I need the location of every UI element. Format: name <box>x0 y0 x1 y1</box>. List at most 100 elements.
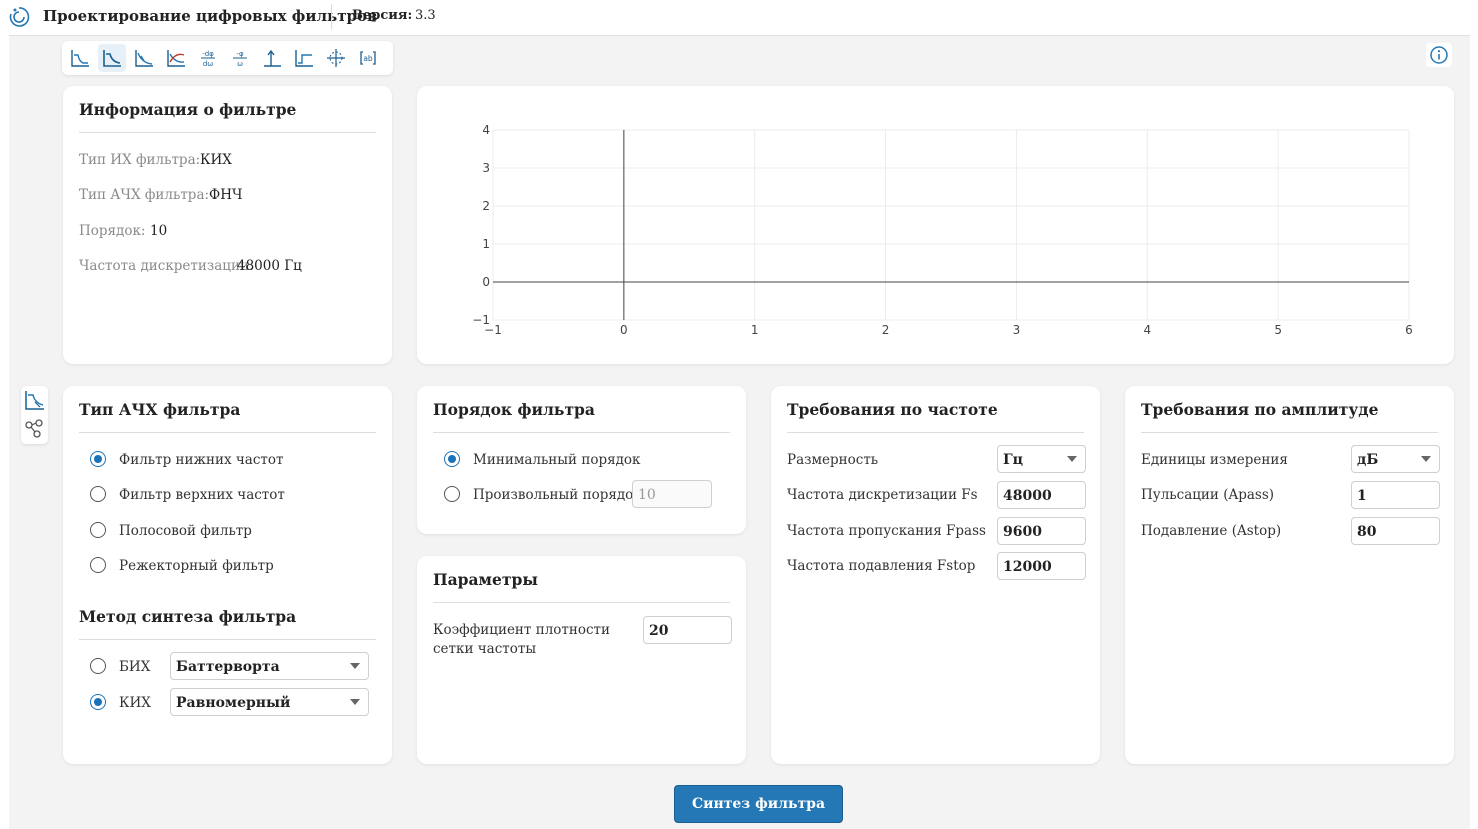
iir-radio[interactable] <box>90 658 106 674</box>
magnitude-db-icon[interactable] <box>98 44 126 72</box>
y-tick-label: 4 <box>482 123 490 137</box>
order-title: Порядок фильтра <box>433 400 595 419</box>
freq-unit-select[interactable]: Гц <box>997 445 1086 473</box>
fpass-input[interactable]: 9600 <box>997 517 1086 545</box>
fstop-label: Частота подавления Fstop <box>787 558 976 574</box>
bandstop-label: Режекторный фильтр <box>119 558 274 574</box>
svg-text:ab: ab <box>363 54 373 63</box>
impulse-response-icon[interactable] <box>258 44 286 72</box>
custom-order-label: Произвольный порядок <box>473 487 642 503</box>
plot-toolbar: -dφ dω -φ ω ab <box>62 41 393 75</box>
density-input[interactable]: 20 <box>643 616 732 644</box>
response-type-title: Тип АЧХ фильтра <box>79 400 241 419</box>
amp-unit-label: Единицы измерения <box>1141 452 1288 468</box>
ir-type-label: Тип ИХ фильтра: <box>79 152 201 168</box>
phase-delay-icon[interactable]: -φ ω <box>226 44 254 72</box>
divider <box>787 432 1084 433</box>
divider <box>433 432 730 433</box>
divider <box>1141 432 1438 433</box>
fs-label: Частота дискретизации Fs <box>787 487 978 503</box>
divider <box>79 639 376 640</box>
plot-panel: −1 0 1 2 3 4 5 6 4 3 2 1 0 −1 <box>417 86 1454 364</box>
fir-method-select[interactable]: Равномерный <box>170 688 369 716</box>
top-bar: Проектирование цифровых фильтров Версия:… <box>0 0 1478 34</box>
svg-text:-dφ: -dφ <box>202 50 214 58</box>
sample-rate-label: Частота дискретизации: <box>79 258 254 274</box>
y-tick-label: −1 <box>472 313 490 327</box>
step-response-icon[interactable] <box>290 44 318 72</box>
response-plot[interactable]: −1 0 1 2 3 4 5 6 4 3 2 1 0 −1 <box>417 86 1454 364</box>
lowpass-radio[interactable] <box>90 451 106 467</box>
svg-text:ω: ω <box>237 60 243 68</box>
mag-phase-icon[interactable] <box>162 44 190 72</box>
bandstop-radio[interactable] <box>90 557 106 573</box>
fir-radio[interactable] <box>90 694 106 710</box>
group-delay-icon[interactable]: -dφ dω <box>194 44 222 72</box>
divider <box>79 432 376 433</box>
svg-text:-φ: -φ <box>236 50 244 58</box>
fir-label: КИХ <box>119 695 151 711</box>
response-view-icon[interactable] <box>23 388 46 412</box>
x-tick-label: 3 <box>1013 323 1021 337</box>
bandpass-radio[interactable] <box>90 522 106 538</box>
x-tick-label: 2 <box>882 323 890 337</box>
fs-input[interactable]: 48000 <box>997 481 1086 509</box>
amp-unit-select[interactable]: дБ <box>1351 445 1440 473</box>
x-tick-label: 1 <box>751 323 759 337</box>
version-value: 3.3 <box>415 8 436 23</box>
y-tick-label: 2 <box>482 199 490 213</box>
ir-type-value: КИХ <box>200 152 232 168</box>
fstop-input[interactable]: 12000 <box>997 552 1086 580</box>
header-divider <box>331 4 332 30</box>
structure-view-icon[interactable] <box>23 417 46 441</box>
filter-info-panel: Информация о фильтре Тип ИХ фильтра: КИХ… <box>63 86 392 364</box>
astop-label: Подавление (Astop) <box>1141 523 1282 539</box>
filter-info-title: Информация о фильтре <box>79 100 297 119</box>
side-view-switcher <box>21 386 48 444</box>
x-tick-label: 6 <box>1405 323 1413 337</box>
y-tick-label: 0 <box>482 275 490 289</box>
min-order-label: Минимальный порядок <box>473 452 641 468</box>
apass-input[interactable]: 1 <box>1351 481 1440 509</box>
order-panel: Порядок фильтра Минимальный порядок Прои… <box>417 386 746 534</box>
pole-zero-icon[interactable] <box>322 44 350 72</box>
highpass-radio[interactable] <box>90 486 106 502</box>
custom-order-input[interactable]: 10 <box>632 480 712 508</box>
y-tick-label: 3 <box>482 161 490 175</box>
bandpass-label: Полосовой фильтр <box>119 523 252 539</box>
app-logo-icon <box>9 7 30 27</box>
synthesis-title: Метод синтеза фильтра <box>79 607 297 626</box>
fpass-label: Частота пропускания Fpass <box>787 523 986 539</box>
freq-title: Требования по частоте <box>787 400 998 419</box>
min-order-radio[interactable] <box>444 451 460 467</box>
iir-method-select[interactable]: Баттерворта <box>170 652 369 680</box>
response-type-value: ФНЧ <box>209 187 243 203</box>
version-label: Версия: <box>352 8 413 23</box>
custom-order-radio[interactable] <box>444 486 460 502</box>
x-tick-label: 5 <box>1274 323 1282 337</box>
info-button[interactable] <box>1426 43 1452 67</box>
coefficients-icon[interactable]: ab <box>354 44 382 72</box>
x-tick-label: 4 <box>1143 323 1151 337</box>
order-value: 10 <box>150 223 168 239</box>
amp-panel: Требования по амплитуде Единицы измерени… <box>1125 386 1454 764</box>
magnitude-response-icon[interactable] <box>66 44 94 72</box>
density-label-line1: Коэффициент плотности <box>433 622 611 638</box>
freq-panel: Требования по частоте Размерность Гц Час… <box>771 386 1100 764</box>
synthesize-button[interactable]: Синтез фильтра <box>674 785 843 823</box>
attenuation-icon[interactable] <box>130 44 158 72</box>
divider <box>433 602 730 603</box>
apass-label: Пульсации (Apass) <box>1141 487 1275 503</box>
response-type-panel: Тип АЧХ фильтра Фильтр нижних частот Фил… <box>63 386 392 764</box>
y-tick-label: 1 <box>482 237 490 251</box>
iir-label: БИХ <box>119 659 151 675</box>
response-type-label: Тип АЧХ фильтра: <box>79 187 210 203</box>
amp-title: Требования по амплитуде <box>1141 400 1379 419</box>
x-tick-label: 0 <box>620 323 628 337</box>
params-panel: Параметры Коэффициент плотности сетки ча… <box>417 556 746 764</box>
lowpass-label: Фильтр нижних частот <box>119 452 284 468</box>
astop-input[interactable]: 80 <box>1351 517 1440 545</box>
density-label-line2: сетки частоты <box>433 641 537 657</box>
sample-rate-value: 48000 Гц <box>237 258 302 274</box>
app-title: Проектирование цифровых фильтров <box>43 7 378 25</box>
